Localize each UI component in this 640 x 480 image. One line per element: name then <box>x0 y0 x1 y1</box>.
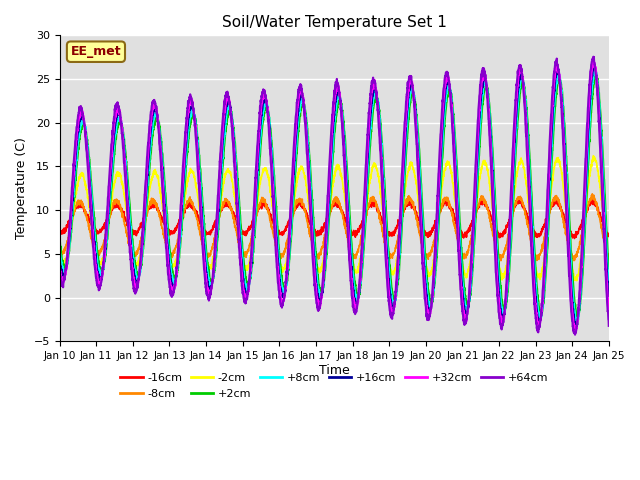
Line: -8cm: -8cm <box>60 194 609 261</box>
+8cm <box>573 321 581 326</box>
-2cm <box>266 190 274 195</box>
+32cm <box>572 330 579 336</box>
-16cm <box>151 204 159 210</box>
+64cm <box>266 152 274 157</box>
-2cm <box>573 278 580 284</box>
+2cm <box>118 123 126 129</box>
Line: +2cm: +2cm <box>60 74 609 319</box>
+64cm <box>572 332 579 337</box>
+32cm <box>589 58 597 63</box>
+64cm <box>290 141 298 147</box>
-8cm <box>497 258 505 264</box>
-8cm <box>588 191 596 197</box>
+16cm <box>266 132 274 137</box>
+16cm <box>595 90 602 96</box>
+64cm <box>151 99 159 105</box>
-8cm <box>56 247 63 253</box>
+32cm <box>266 143 274 148</box>
+2cm <box>535 302 543 308</box>
+8cm <box>56 247 63 253</box>
+64cm <box>589 54 597 60</box>
Line: -2cm: -2cm <box>60 156 609 281</box>
Line: +8cm: +8cm <box>60 71 609 324</box>
-8cm <box>290 206 298 212</box>
+64cm <box>56 273 63 278</box>
-16cm <box>552 194 560 200</box>
-2cm <box>151 169 159 175</box>
Line: +64cm: +64cm <box>60 57 609 335</box>
-2cm <box>605 265 612 271</box>
-2cm <box>290 199 298 205</box>
+8cm <box>266 128 274 134</box>
-16cm <box>605 232 612 238</box>
+8cm <box>151 111 159 117</box>
+64cm <box>535 326 543 332</box>
Text: EE_met: EE_met <box>70 45 121 58</box>
+32cm <box>595 99 602 105</box>
+8cm <box>118 124 126 130</box>
X-axis label: Time: Time <box>319 364 349 377</box>
+8cm <box>535 311 543 316</box>
-8cm <box>266 217 274 223</box>
+16cm <box>290 171 298 177</box>
Title: Soil/Water Temperature Set 1: Soil/Water Temperature Set 1 <box>222 15 447 30</box>
-16cm <box>535 232 543 238</box>
+8cm <box>290 182 298 188</box>
+16cm <box>605 294 612 300</box>
-2cm <box>118 182 126 188</box>
-2cm <box>56 252 63 258</box>
Line: +32cm: +32cm <box>60 60 609 333</box>
-8cm <box>118 212 126 217</box>
+16cm <box>118 124 126 130</box>
+16cm <box>151 105 159 111</box>
-16cm <box>118 211 126 216</box>
+2cm <box>595 83 602 89</box>
+16cm <box>591 62 598 68</box>
+16cm <box>572 324 579 330</box>
-16cm <box>571 236 579 241</box>
+2cm <box>573 316 581 322</box>
-2cm <box>535 272 543 278</box>
-2cm <box>589 153 597 158</box>
-8cm <box>595 212 602 217</box>
+2cm <box>56 236 63 241</box>
+32cm <box>56 265 63 271</box>
+2cm <box>151 119 159 125</box>
+2cm <box>266 122 274 128</box>
-16cm <box>266 211 274 217</box>
Line: +16cm: +16cm <box>60 65 609 327</box>
Y-axis label: Temperature (C): Temperature (C) <box>15 137 28 239</box>
-16cm <box>290 205 298 211</box>
+64cm <box>605 323 612 329</box>
+8cm <box>605 281 612 287</box>
+2cm <box>605 266 612 272</box>
Line: -16cm: -16cm <box>60 197 609 239</box>
+16cm <box>56 256 63 262</box>
-8cm <box>151 201 159 206</box>
+32cm <box>605 309 612 315</box>
+8cm <box>591 68 599 74</box>
+32cm <box>118 126 126 132</box>
+32cm <box>535 323 543 328</box>
+8cm <box>595 88 602 94</box>
+64cm <box>595 109 602 115</box>
+32cm <box>151 101 159 107</box>
-16cm <box>595 207 602 213</box>
Legend: -16cm, -8cm, -2cm, +2cm, +8cm, +16cm, +32cm, +64cm: -16cm, -8cm, -2cm, +2cm, +8cm, +16cm, +3… <box>116 369 552 403</box>
-8cm <box>605 252 612 257</box>
+2cm <box>290 194 298 200</box>
+32cm <box>290 154 298 159</box>
+16cm <box>535 317 543 323</box>
+2cm <box>592 71 600 77</box>
-16cm <box>56 226 63 232</box>
-8cm <box>535 255 543 261</box>
+64cm <box>118 136 126 142</box>
-2cm <box>595 170 602 176</box>
